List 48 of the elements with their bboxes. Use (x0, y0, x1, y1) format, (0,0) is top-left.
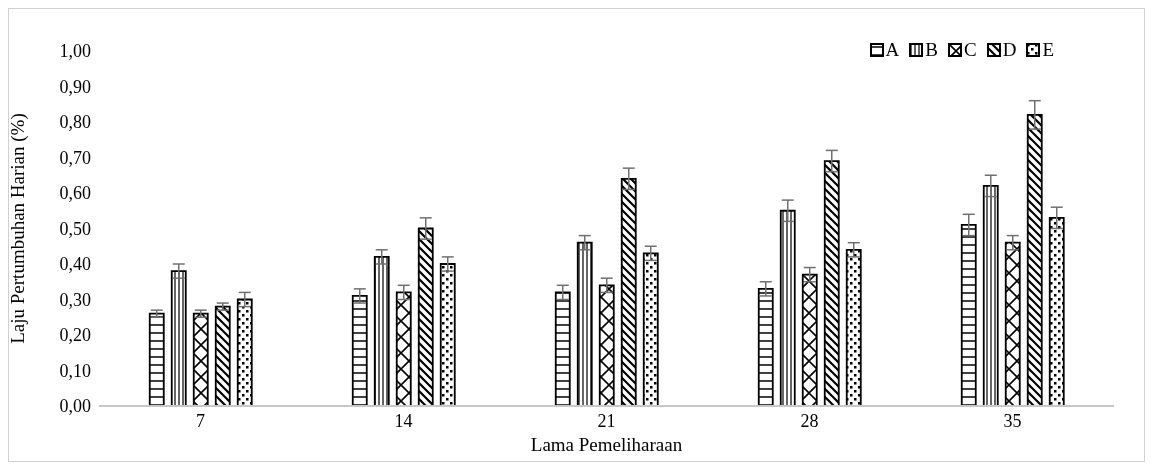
x-tick-label: 35 (1003, 410, 1022, 431)
bar (170, 270, 187, 406)
legend-label: A (884, 39, 900, 61)
x-axis-title: Lama Pemeliharaan (530, 434, 683, 455)
bar (576, 241, 593, 406)
bar (982, 185, 999, 406)
bar (1026, 114, 1043, 406)
bar (351, 295, 368, 406)
y-tick-label: 0,00 (59, 396, 91, 417)
bar (373, 255, 390, 406)
bar (642, 252, 659, 406)
bar (148, 312, 165, 406)
x-tick-label: 7 (196, 410, 205, 431)
bar (801, 273, 818, 406)
bar (620, 177, 637, 406)
x-tick-label: 14 (394, 410, 413, 431)
bar (554, 291, 571, 406)
x-tick-label: 28 (800, 410, 819, 431)
legend-label: D (1001, 39, 1017, 61)
y-tick-label: 0,60 (59, 183, 91, 204)
bar (417, 227, 434, 406)
bar (214, 305, 231, 406)
bar (1048, 216, 1065, 406)
bar (757, 287, 774, 406)
legend-label: B (924, 39, 938, 61)
bar (845, 248, 862, 406)
bar (598, 284, 615, 406)
y-tick-label: 0,40 (59, 254, 91, 275)
y-axis-title: Laju Pertumbuhan Harian (%) (6, 113, 29, 344)
bar (960, 224, 977, 406)
x-tick-label: 21 (597, 410, 616, 431)
y-tick-label: 0,50 (59, 218, 91, 239)
bar (779, 209, 796, 406)
y-tick-label: 0,30 (59, 289, 91, 310)
y-tick-label: 0,90 (59, 76, 91, 97)
bar (1004, 241, 1021, 406)
bar (439, 263, 456, 406)
legend-label: C (962, 39, 977, 61)
bar (823, 160, 840, 406)
legend-label: E (1041, 39, 1054, 61)
y-tick-label: 0,20 (59, 325, 91, 346)
y-tick-label: 0,80 (59, 112, 91, 133)
bar (395, 291, 412, 406)
y-tick-label: 0,10 (59, 360, 91, 381)
y-tick-label: 1,00 (59, 41, 91, 62)
y-tick-label: 0,70 (59, 147, 91, 168)
bar (192, 312, 209, 406)
bar (236, 298, 253, 406)
